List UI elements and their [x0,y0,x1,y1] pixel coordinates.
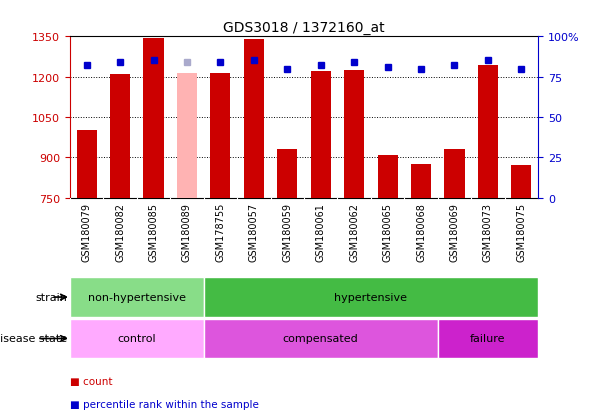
Bar [411,165,431,198]
Bar [210,74,230,198]
Text: GSM180059: GSM180059 [282,202,292,261]
Bar [77,131,97,198]
Text: GSM180065: GSM180065 [382,202,393,261]
Bar [438,319,538,358]
Text: strain: strain [35,292,67,302]
Bar [511,166,531,198]
Text: GSM180069: GSM180069 [449,202,460,261]
Text: GSM180075: GSM180075 [516,202,527,261]
Bar [478,65,498,198]
Text: GSM180073: GSM180073 [483,202,493,261]
Bar [311,72,331,198]
Bar [204,278,538,317]
Text: control: control [117,334,156,344]
Bar [344,71,364,198]
Text: GSM180061: GSM180061 [316,202,326,261]
Bar [70,319,204,358]
Bar [143,38,164,198]
Text: GSM180089: GSM180089 [182,202,192,261]
Bar [110,75,130,198]
Bar [70,278,204,317]
Text: GSM180057: GSM180057 [249,202,259,261]
Text: GSM180068: GSM180068 [416,202,426,261]
Text: GSM178755: GSM178755 [215,202,226,261]
Bar [177,74,197,198]
Text: GSM180062: GSM180062 [349,202,359,261]
Bar [378,155,398,198]
Text: GSM180085: GSM180085 [148,202,159,261]
Text: GSM180082: GSM180082 [115,202,125,261]
Bar [204,319,438,358]
Text: compensated: compensated [283,334,359,344]
Bar [244,40,264,198]
Text: disease state: disease state [0,334,67,344]
Text: hypertensive: hypertensive [334,292,407,302]
Text: GSM180079: GSM180079 [81,202,92,261]
Text: ■ count: ■ count [70,376,112,386]
Title: GDS3018 / 1372160_at: GDS3018 / 1372160_at [223,21,385,35]
Text: ■ percentile rank within the sample: ■ percentile rank within the sample [70,399,259,408]
Text: failure: failure [470,334,506,344]
Bar [444,150,465,198]
Text: non-hypertensive: non-hypertensive [88,292,186,302]
Bar [277,150,297,198]
